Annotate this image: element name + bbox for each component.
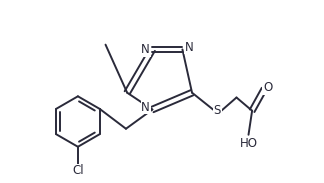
Text: HO: HO: [239, 137, 258, 150]
Text: O: O: [263, 81, 272, 94]
Text: N: N: [141, 101, 150, 114]
Text: N: N: [185, 41, 193, 54]
Text: Cl: Cl: [72, 164, 84, 177]
Text: N: N: [141, 43, 150, 56]
Text: S: S: [214, 104, 221, 117]
